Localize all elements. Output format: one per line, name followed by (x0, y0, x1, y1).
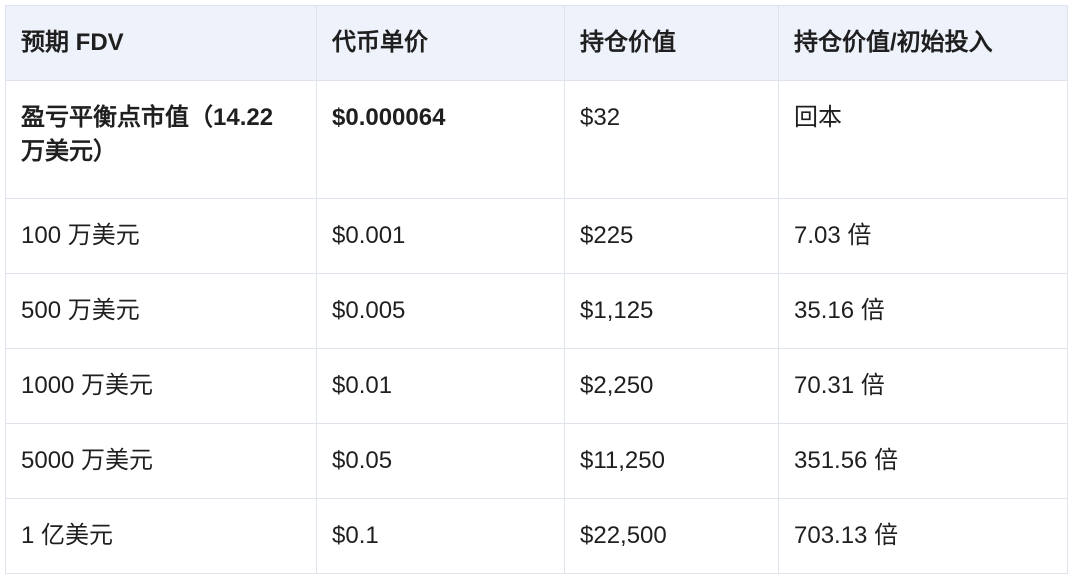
cell-value: $22,500 (564, 498, 779, 574)
cell-fdv: 盈亏平衡点市值（14.22 万美元） (5, 80, 317, 199)
cell-fdv: 500 万美元 (5, 273, 317, 349)
table-row: 盈亏平衡点市值（14.22 万美元） $0.000064 $32 回本 (5, 80, 1068, 199)
cell-multiple: 7.03 倍 (778, 198, 1068, 274)
cell-multiple: 703.13 倍 (778, 498, 1068, 574)
cell-price: $0.05 (316, 423, 565, 499)
table-row: 1000 万美元 $0.01 $2,250 70.31 倍 (5, 348, 1068, 424)
cell-multiple: 351.56 倍 (778, 423, 1068, 499)
cell-multiple: 35.16 倍 (778, 273, 1068, 349)
header-token-price: 代币单价 (316, 5, 565, 81)
cell-value: $2,250 (564, 348, 779, 424)
cell-fdv: 100 万美元 (5, 198, 317, 274)
cell-fdv: 1000 万美元 (5, 348, 317, 424)
cell-fdv: 5000 万美元 (5, 423, 317, 499)
cell-price: $0.01 (316, 348, 565, 424)
table-row: 5000 万美元 $0.05 $11,250 351.56 倍 (5, 423, 1068, 499)
cell-fdv: 1 亿美元 (5, 498, 317, 574)
table-row: 500 万美元 $0.005 $1,125 35.16 倍 (5, 273, 1068, 349)
cell-price: $0.001 (316, 198, 565, 274)
table-row: 100 万美元 $0.001 $225 7.03 倍 (5, 198, 1068, 274)
header-row: 预期 FDV 代币单价 持仓价值 持仓价值/初始投入 (5, 5, 1068, 81)
header-multiple: 持仓价值/初始投入 (778, 5, 1068, 81)
cell-price: $0.005 (316, 273, 565, 349)
cell-value: $1,125 (564, 273, 779, 349)
fdv-table: 预期 FDV 代币单价 持仓价值 持仓价值/初始投入 盈亏平衡点市值（14.22… (5, 5, 1068, 574)
cell-value: $225 (564, 198, 779, 274)
cell-price: $0.000064 (316, 80, 565, 199)
table-row: 1 亿美元 $0.1 $22,500 703.13 倍 (5, 498, 1068, 574)
cell-value: $32 (564, 80, 779, 199)
cell-price: $0.1 (316, 498, 565, 574)
cell-multiple: 70.31 倍 (778, 348, 1068, 424)
header-fdv: 预期 FDV (5, 5, 317, 81)
cell-value: $11,250 (564, 423, 779, 499)
cell-multiple: 回本 (778, 80, 1068, 199)
header-holding-value: 持仓价值 (564, 5, 779, 81)
